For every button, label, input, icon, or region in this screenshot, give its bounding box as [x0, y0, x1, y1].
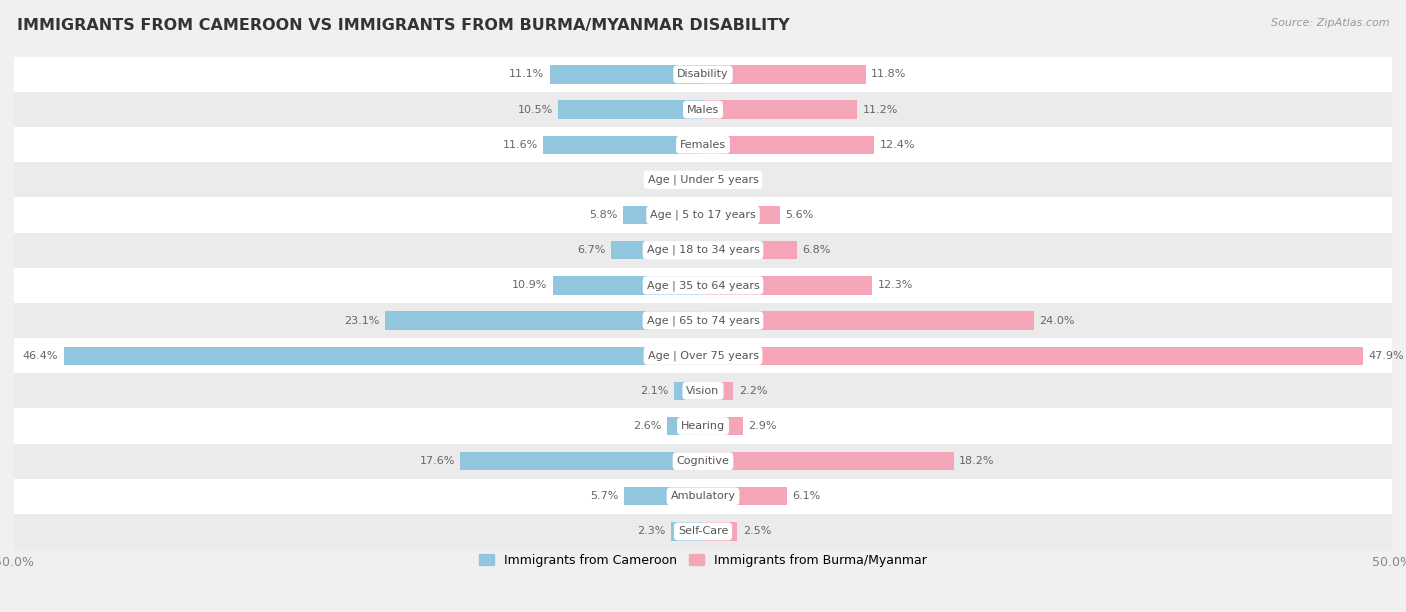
Text: 18.2%: 18.2%	[959, 456, 995, 466]
Bar	[14, 303, 1392, 338]
Bar	[14, 514, 1392, 549]
Text: 6.7%: 6.7%	[576, 245, 605, 255]
Text: 5.6%: 5.6%	[786, 210, 814, 220]
Bar	[703, 241, 797, 259]
Text: 5.7%: 5.7%	[591, 491, 619, 501]
Text: 1.1%: 1.1%	[724, 175, 752, 185]
Bar	[703, 276, 873, 294]
Text: Self-Care: Self-Care	[678, 526, 728, 537]
Bar	[550, 65, 703, 84]
Text: 11.2%: 11.2%	[863, 105, 898, 114]
Text: Vision: Vision	[686, 386, 720, 396]
Text: 2.3%: 2.3%	[637, 526, 666, 537]
Bar	[703, 312, 1033, 330]
Bar	[14, 198, 1392, 233]
Bar	[703, 452, 953, 470]
Text: 10.5%: 10.5%	[517, 105, 553, 114]
Bar	[543, 136, 703, 154]
Text: 12.3%: 12.3%	[877, 280, 914, 290]
Text: 2.1%: 2.1%	[640, 386, 669, 396]
Bar	[703, 382, 734, 400]
Bar	[14, 162, 1392, 198]
Bar	[683, 171, 703, 189]
Bar	[703, 522, 738, 540]
Text: Disability: Disability	[678, 69, 728, 80]
Text: 2.5%: 2.5%	[742, 526, 772, 537]
Text: Cognitive: Cognitive	[676, 456, 730, 466]
Text: 6.8%: 6.8%	[803, 245, 831, 255]
Bar	[558, 100, 703, 119]
Bar	[14, 127, 1392, 162]
Text: 11.8%: 11.8%	[872, 69, 907, 80]
Text: 2.2%: 2.2%	[738, 386, 768, 396]
Text: Males: Males	[688, 105, 718, 114]
Bar	[703, 346, 1362, 365]
Bar	[673, 382, 703, 400]
Bar	[14, 233, 1392, 268]
Bar	[14, 408, 1392, 444]
Text: 24.0%: 24.0%	[1039, 316, 1074, 326]
Bar	[703, 100, 858, 119]
Text: IMMIGRANTS FROM CAMEROON VS IMMIGRANTS FROM BURMA/MYANMAR DISABILITY: IMMIGRANTS FROM CAMEROON VS IMMIGRANTS F…	[17, 18, 790, 34]
Text: Source: ZipAtlas.com: Source: ZipAtlas.com	[1271, 18, 1389, 28]
Text: 1.4%: 1.4%	[650, 175, 678, 185]
Bar	[610, 241, 703, 259]
Text: Age | 18 to 34 years: Age | 18 to 34 years	[647, 245, 759, 255]
Text: 11.6%: 11.6%	[502, 140, 537, 150]
Bar	[671, 522, 703, 540]
Bar	[14, 338, 1392, 373]
Text: 47.9%: 47.9%	[1368, 351, 1405, 360]
Bar	[14, 444, 1392, 479]
Text: 5.8%: 5.8%	[589, 210, 617, 220]
Text: 23.1%: 23.1%	[344, 316, 380, 326]
Bar	[14, 373, 1392, 408]
Text: 17.6%: 17.6%	[419, 456, 456, 466]
Text: 2.6%: 2.6%	[633, 421, 662, 431]
Bar	[623, 206, 703, 224]
Text: Age | Over 75 years: Age | Over 75 years	[648, 351, 758, 361]
Bar	[668, 417, 703, 435]
Text: 6.1%: 6.1%	[793, 491, 821, 501]
Text: Age | 65 to 74 years: Age | 65 to 74 years	[647, 315, 759, 326]
Text: Age | 35 to 64 years: Age | 35 to 64 years	[647, 280, 759, 291]
Text: 46.4%: 46.4%	[22, 351, 58, 360]
Text: Females: Females	[681, 140, 725, 150]
Bar	[14, 479, 1392, 514]
Text: Age | Under 5 years: Age | Under 5 years	[648, 174, 758, 185]
Bar	[624, 487, 703, 506]
Text: 12.4%: 12.4%	[879, 140, 915, 150]
Legend: Immigrants from Cameroon, Immigrants from Burma/Myanmar: Immigrants from Cameroon, Immigrants fro…	[474, 549, 932, 572]
Bar	[14, 57, 1392, 92]
Bar	[703, 65, 866, 84]
Bar	[703, 417, 742, 435]
Text: 11.1%: 11.1%	[509, 69, 544, 80]
Text: Age | 5 to 17 years: Age | 5 to 17 years	[650, 210, 756, 220]
Bar	[14, 92, 1392, 127]
Bar	[703, 487, 787, 506]
Text: Ambulatory: Ambulatory	[671, 491, 735, 501]
Text: 2.9%: 2.9%	[748, 421, 778, 431]
Bar	[63, 346, 703, 365]
Bar	[553, 276, 703, 294]
Text: Hearing: Hearing	[681, 421, 725, 431]
Bar	[461, 452, 703, 470]
Text: 10.9%: 10.9%	[512, 280, 547, 290]
Bar	[14, 268, 1392, 303]
Bar	[703, 206, 780, 224]
Bar	[385, 312, 703, 330]
Bar	[703, 171, 718, 189]
Bar	[703, 136, 875, 154]
